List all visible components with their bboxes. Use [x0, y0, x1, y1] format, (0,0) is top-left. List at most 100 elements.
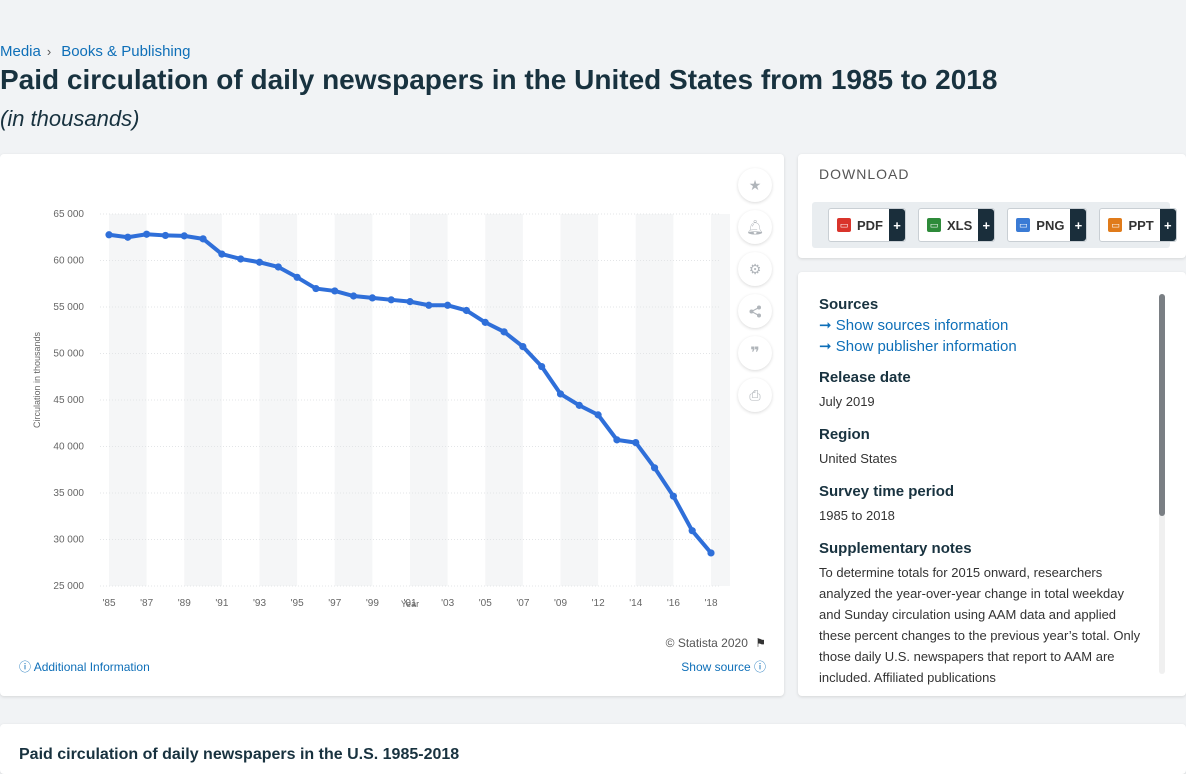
bell-icon[interactable]: 🔔︎	[738, 210, 772, 244]
data-point[interactable]	[368, 294, 376, 302]
data-point[interactable]	[594, 411, 602, 419]
plus-icon: +	[978, 209, 995, 241]
data-point[interactable]	[331, 287, 339, 295]
region-value: United States	[819, 451, 898, 466]
data-point[interactable]	[538, 362, 546, 371]
data-point[interactable]	[199, 235, 207, 243]
x-tick-label: '05	[479, 598, 492, 609]
background-band	[711, 214, 730, 586]
background-band	[485, 214, 523, 586]
data-point[interactable]	[124, 233, 132, 241]
data-point[interactable]	[425, 301, 433, 309]
y-tick-label: 60 000	[53, 256, 84, 267]
supplementary-notes-value: To determine totals for 2015 onward, res…	[819, 565, 1141, 685]
data-point[interactable]	[161, 231, 170, 240]
line-chart: 25 000 30 000 35 000 40 000 45 000 50 000 55 0…	[32, 209, 730, 609]
data-point[interactable]	[293, 273, 301, 281]
download-pdf-label: PDF	[857, 217, 883, 233]
copyright: © Statista 2020 ⚑	[666, 636, 766, 650]
star-icon[interactable]: ★	[738, 168, 772, 202]
data-point[interactable]	[105, 231, 113, 239]
y-tick-label: 50 000	[53, 349, 84, 360]
show-source-link[interactable]: Show source ⓘ	[681, 658, 766, 675]
data-point[interactable]	[349, 292, 358, 300]
plus-icon: +	[1159, 209, 1176, 241]
quote-icon[interactable]: ❞	[738, 336, 772, 370]
data-point[interactable]	[312, 284, 320, 293]
breadcrumb-media[interactable]: Media	[0, 43, 41, 60]
x-tick-label: '97	[328, 598, 341, 609]
show-publisher-label: Show publisher information	[835, 338, 1017, 355]
share-icon[interactable]	[738, 294, 772, 328]
download-ppt-button[interactable]: ▭ PPT +	[1099, 208, 1177, 242]
data-point[interactable]	[406, 298, 414, 306]
x-tick-label: '01	[403, 598, 416, 609]
show-sources-link[interactable]: ➞ Show sources information	[819, 316, 1144, 334]
additional-information-link[interactable]: ⓘ Additional Information	[19, 658, 150, 675]
y-axis-label: Circulation in thousands	[32, 331, 42, 428]
info-icon: ⓘ	[753, 660, 766, 674]
data-point[interactable]	[274, 263, 282, 271]
bottom-title: Paid circulation of daily newspapers in …	[19, 746, 460, 763]
y-tick-label: 35 000	[53, 488, 84, 499]
background-band	[334, 214, 373, 586]
xls-file-icon: ▭	[927, 218, 941, 232]
chart-toolbar: ★ 🔔︎ ⚙ ❞ ⎙	[738, 168, 772, 420]
y-tick-label: 55 000	[53, 302, 84, 313]
release-date-label: Release date	[819, 369, 911, 386]
data-point[interactable]	[180, 232, 188, 240]
data-point[interactable]	[218, 250, 226, 258]
data-point[interactable]	[500, 328, 508, 336]
data-point[interactable]	[444, 301, 452, 309]
download-card: DOWNLOAD ▭ PDF + ▭ XLS + ▭ PNG + ▭ PPT +	[798, 154, 1186, 258]
x-tick-label: '89	[178, 598, 191, 609]
download-png-button[interactable]: ▭ PNG +	[1007, 208, 1088, 242]
breadcrumb-books-publishing[interactable]: Books & Publishing	[61, 43, 191, 60]
download-xls-button[interactable]: ▭ XLS +	[918, 208, 996, 242]
download-png-label: PNG	[1036, 217, 1065, 233]
pdf-file-icon: ▭	[837, 218, 851, 232]
data-point[interactable]	[556, 390, 565, 398]
data-point[interactable]	[387, 296, 395, 304]
x-tick-label: '12	[592, 598, 605, 609]
print-icon[interactable]: ⎙	[738, 378, 772, 412]
chart-card: 25 000 30 000 35 000 40 000 45 000 50 000 55 0…	[0, 154, 784, 696]
data-point[interactable]	[462, 306, 471, 315]
arrow-right-icon: ➞	[819, 317, 836, 334]
y-tick-label: 45 000	[53, 395, 84, 406]
show-publisher-link[interactable]: ➞ Show publisher information	[819, 337, 1144, 355]
plus-icon: +	[1070, 209, 1087, 241]
survey-period-label: Survey time period	[819, 483, 955, 500]
data-point[interactable]	[255, 258, 264, 266]
info-icon: ⓘ	[19, 660, 32, 674]
x-tick-label: '18	[704, 598, 717, 609]
x-tick-label: '16	[667, 598, 680, 609]
x-tick-label: '09	[554, 598, 567, 609]
info-content: Sources ➞ Show sources information ➞ Sho…	[819, 292, 1144, 688]
x-tick-label: '07	[516, 598, 529, 609]
scrollbar-thumb[interactable]	[1159, 294, 1165, 516]
x-tick-label: '87	[140, 598, 153, 609]
data-point[interactable]	[519, 342, 527, 351]
plus-icon: +	[889, 209, 905, 241]
breadcrumb: Media › Books & Publishing	[0, 43, 190, 60]
data-point[interactable]	[707, 549, 715, 557]
download-xls-label: XLS	[947, 217, 973, 233]
y-tick-label: 25 000	[53, 581, 84, 592]
show-sources-label: Show sources information	[835, 317, 1009, 334]
data-point[interactable]	[613, 436, 621, 444]
data-point[interactable]	[481, 318, 489, 326]
flag-icon[interactable]: ⚑	[755, 636, 766, 650]
download-pdf-button[interactable]: ▭ PDF +	[828, 208, 906, 242]
region-label: Region	[819, 426, 870, 443]
x-tick-label: '99	[366, 598, 379, 609]
data-point[interactable]	[688, 527, 696, 535]
data-point[interactable]	[650, 464, 659, 472]
sources-label: Sources	[819, 296, 879, 313]
data-point[interactable]	[575, 401, 583, 409]
data-point[interactable]	[237, 255, 245, 263]
data-point[interactable]	[143, 230, 151, 238]
data-point[interactable]	[669, 492, 677, 500]
data-point[interactable]	[632, 438, 640, 447]
gear-icon[interactable]: ⚙	[738, 252, 772, 286]
